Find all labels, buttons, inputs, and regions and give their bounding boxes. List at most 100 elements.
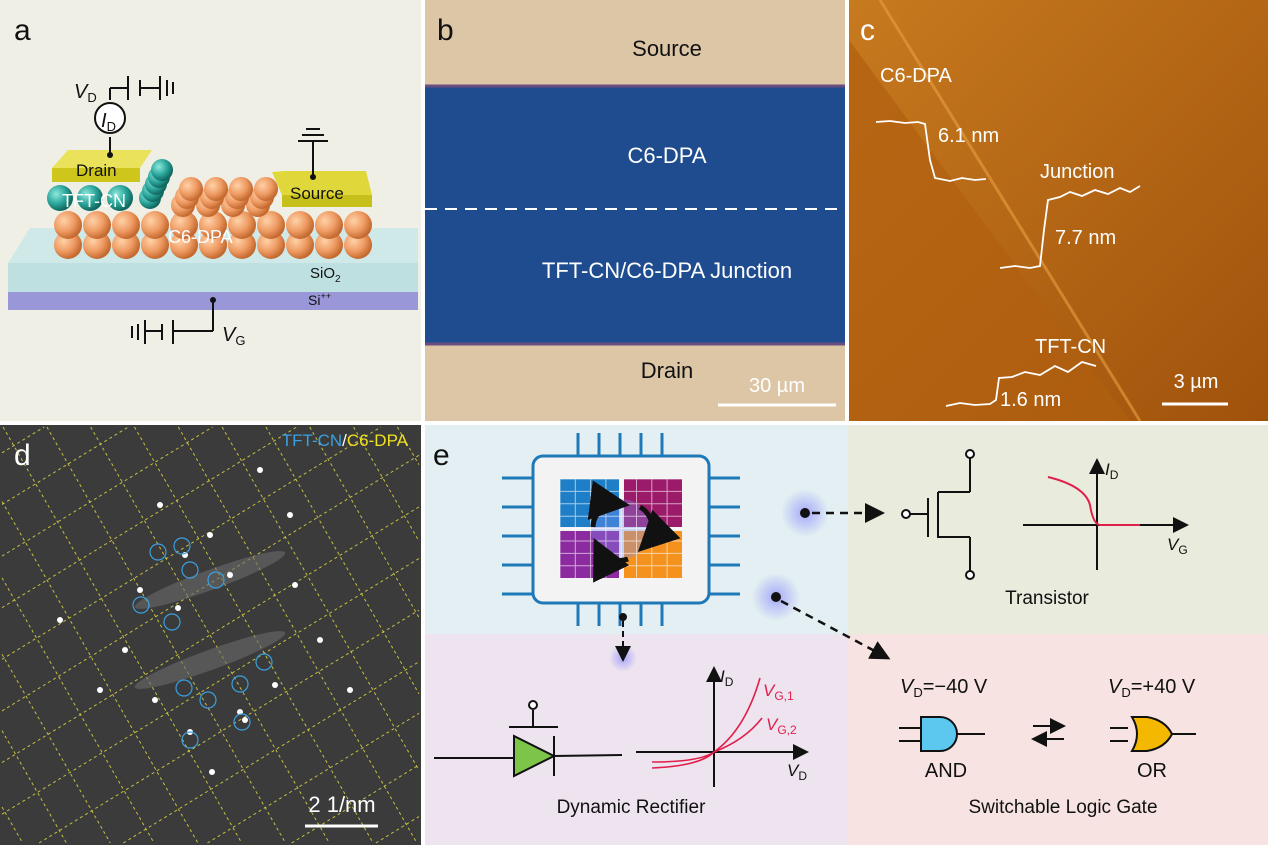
panel-letter-a: a [14, 14, 31, 47]
and-label: AND [925, 760, 967, 782]
lattice-line [1, 653, 111, 844]
logic-title: Switchable Logic Gate [968, 797, 1157, 818]
c6dpa-molecule [141, 231, 169, 259]
lattice-line [1, 426, 129, 505]
transistor-title: Transistor [1005, 588, 1089, 609]
drain-label: Drain [641, 358, 694, 383]
scale-bar-label: 30 µm [749, 375, 805, 397]
diffraction-spot [287, 512, 293, 518]
source-top [272, 171, 372, 195]
transistor-y-axis-label: ID [1105, 460, 1119, 482]
panel-e: e [425, 425, 1268, 845]
tftcn-molecule [47, 185, 73, 211]
connector-dot [800, 508, 810, 518]
id-label: ID [101, 110, 116, 134]
rectifier-iv-curve [636, 666, 809, 787]
and-gate-icon [899, 716, 985, 752]
panel-b: b Source C6-DPA TFT-CN/C6-DPA Junction D… [425, 0, 846, 421]
scale-bar-label: 2 1/nm [308, 792, 375, 817]
source-contact-dot [310, 174, 316, 180]
or-label: OR [1137, 760, 1167, 782]
diffraction-spot [209, 769, 215, 775]
junction-label: Junction [1040, 161, 1115, 183]
diffraction-spot [157, 502, 163, 508]
rectifier-y-axis-label: ID [720, 667, 734, 689]
si-label: Si++ [308, 291, 331, 308]
diffraction-spot [227, 572, 233, 578]
lattice-grid [1, 426, 420, 844]
c6dpa-molecule [141, 211, 169, 239]
tftcn-spot-marker [132, 596, 150, 614]
lattice-line [134, 426, 374, 844]
panel-a: a Drain TFT-CN C6-DPA Source ID VD SiO2 … [0, 0, 421, 421]
transistor-region [848, 425, 1268, 634]
drain-contact-dot [107, 152, 113, 158]
gated-diode-symbol-icon [434, 700, 623, 778]
panel-letter-d: d [14, 439, 31, 472]
diffraction-spot [152, 697, 158, 703]
diffraction-spot [97, 687, 103, 693]
lattice-line [46, 426, 286, 844]
switch-arrows-icon [1031, 718, 1066, 747]
lattice-line [90, 426, 330, 844]
drain-electrode [52, 168, 140, 182]
tftcn-spot-marker [181, 561, 199, 579]
c6dpa-label: C6-DPA [880, 65, 953, 87]
panel-letter-e: e [433, 439, 450, 472]
gate-circuit [131, 300, 214, 344]
lattice-line [1, 426, 297, 609]
tftcn-spot-marker [231, 675, 249, 693]
lattice-line [353, 426, 420, 542]
tftcn-spot-marker [175, 679, 193, 697]
vd-label: VD [74, 81, 97, 105]
c6dpa-molecules [47, 159, 372, 259]
tftcn-height: 1.6 nm [1000, 389, 1061, 411]
tftcn-label: TFT-CN [62, 191, 126, 211]
gate-contact-dot [210, 297, 216, 303]
legend: TFT-CN/C6-DPA [282, 431, 409, 450]
c6dpa-molecule [54, 211, 82, 239]
drain-circuit [109, 76, 174, 155]
tftcn-molecule [151, 159, 173, 181]
lattice-line [38, 609, 420, 844]
diffraction-spot [137, 587, 143, 593]
lattice-line [309, 426, 420, 618]
transistor-symbol-icon [901, 449, 975, 580]
diffraction-spot [317, 637, 323, 643]
sio2-label: SiO2 [310, 265, 341, 285]
c6dpa-label: C6-DPA [168, 227, 233, 247]
lattice-line [1, 577, 155, 844]
junction-height-profile [999, 185, 1141, 269]
junction-label: TFT-CN/C6-DPA Junction [542, 258, 792, 283]
panel-letter-c: c [860, 14, 875, 47]
c6dpa-molecule [112, 211, 140, 239]
c6dpa-height-profile [875, 120, 987, 182]
connector-dot [771, 592, 781, 602]
c6dpa-molecule [170, 211, 198, 239]
diffraction-spot [175, 605, 181, 611]
chip-core-grid [559, 478, 682, 583]
and-condition-label: VD=−40 V [900, 676, 988, 700]
drain-label: Drain [76, 161, 117, 180]
diffraction-spot [292, 582, 298, 588]
scale-bar-label: 3 µm [1174, 371, 1219, 393]
tftcn-spot-marker [181, 731, 199, 749]
diffraction-spot [57, 617, 63, 623]
curve-label-vg2: VG,2 [766, 715, 797, 737]
source-label: Source [632, 36, 702, 61]
tftcn-molecule [77, 185, 103, 211]
c6dpa-molecule [199, 231, 227, 259]
c6dpa-molecule [315, 211, 343, 239]
connector-dot [619, 613, 627, 621]
tftcn-molecule [107, 185, 133, 211]
c6dpa-label: C6-DPA [627, 143, 706, 168]
c6dpa-molecule [83, 211, 111, 239]
lattice-line [2, 426, 243, 844]
tftcn-spot-marker [199, 691, 217, 709]
lattice-line [123, 661, 420, 844]
c6dpa-molecule [286, 211, 314, 239]
rotate-arrows-icon [587, 480, 681, 583]
or-gate-icon [1110, 716, 1196, 752]
c6dpa-molecule [170, 231, 198, 259]
